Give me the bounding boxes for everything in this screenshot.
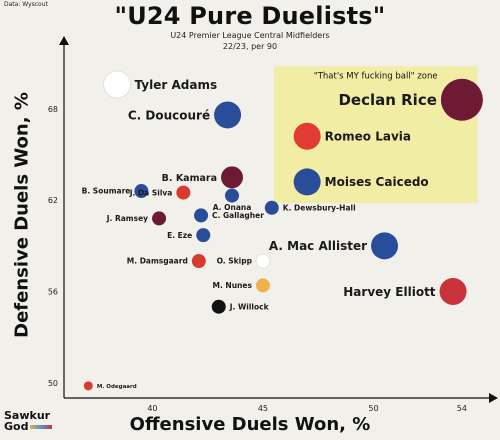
logo-stripe: [30, 425, 53, 429]
player-label: E. Eze: [167, 231, 192, 240]
player-label: B. Kamara: [162, 173, 217, 184]
chart-subtitle: U24 Premier League Central Midfielders 2…: [0, 30, 500, 52]
logo-line-1: Sawkur: [4, 409, 51, 422]
x-tick-label: 45: [258, 404, 268, 413]
player-point: [264, 200, 279, 215]
player-label: Romeo Lavia: [325, 130, 411, 144]
subtitle-line-1: U24 Premier League Central Midfielders: [170, 31, 330, 40]
player-point: [152, 211, 167, 226]
player-label: O. Skipp: [217, 257, 253, 266]
y-tick-label: 62: [48, 196, 58, 205]
player-point: [196, 228, 211, 243]
y-tick-label: 50: [48, 379, 58, 388]
player-label: Harvey Elliott: [343, 285, 436, 299]
logo-line-2-text: God: [4, 420, 29, 433]
player-point: [439, 277, 467, 305]
y-axis-arrow: [59, 36, 69, 45]
player-point: [293, 168, 321, 196]
player-point: [255, 278, 270, 293]
player-label: A. Mac Allister: [269, 239, 367, 253]
player-point: [440, 78, 483, 121]
player-label: B. Soumare: [82, 187, 131, 196]
player-label: C. Gallagher: [212, 211, 264, 220]
player-point: [83, 381, 93, 391]
player-label: J. Willock: [229, 302, 270, 311]
x-tick-label: 50: [368, 404, 378, 413]
player-label: J. Da Silva: [129, 188, 173, 197]
x-axis-arrow: [489, 393, 498, 403]
player-label: M. Damsgaard: [127, 257, 188, 266]
player-label: Moises Caicedo: [325, 175, 429, 189]
player-point: [221, 166, 243, 189]
player-point: [176, 185, 191, 200]
y-tick-label: 68: [48, 105, 58, 114]
x-tick-label: 54: [457, 404, 467, 413]
y-tick-label: 56: [48, 287, 58, 296]
player-point: [194, 208, 209, 223]
source-note: Data: Wyscout: [4, 1, 48, 8]
player-label: Declan Rice: [338, 91, 436, 109]
player-point: [293, 122, 321, 150]
zone-label: "That's MY fucking ball" zone: [314, 71, 438, 81]
player-point: [255, 253, 271, 269]
player-label: M. Nunes: [213, 281, 253, 290]
logo-line-2: God: [4, 420, 53, 433]
player-label: J. Ramsey: [106, 214, 148, 223]
player-point: [211, 299, 226, 314]
player-label: A. Onana: [213, 203, 252, 212]
x-tick-label: 40: [147, 404, 157, 413]
player-point: [225, 188, 239, 203]
x-axis-label: Offensive Duels Won, %: [129, 414, 371, 435]
player-point: [214, 101, 242, 129]
player-point: [103, 70, 131, 99]
brand-logo: Sawkur God: [4, 409, 53, 433]
player-point: [191, 254, 206, 269]
chart-title: "U24 Pure Duelists": [114, 2, 386, 30]
player-label: M. Odegaard: [97, 384, 137, 390]
y-axis-label: Defensive Duels Won, %: [11, 92, 33, 338]
player-label: K. Dewsbury-Hall: [283, 203, 356, 212]
subtitle-line-2: 22/23, per 90: [222, 42, 278, 51]
player-label: Tyler Adams: [135, 78, 218, 92]
player-point: [371, 232, 399, 260]
player-point: [134, 184, 149, 199]
player-label: C. Doucouré: [128, 108, 210, 122]
